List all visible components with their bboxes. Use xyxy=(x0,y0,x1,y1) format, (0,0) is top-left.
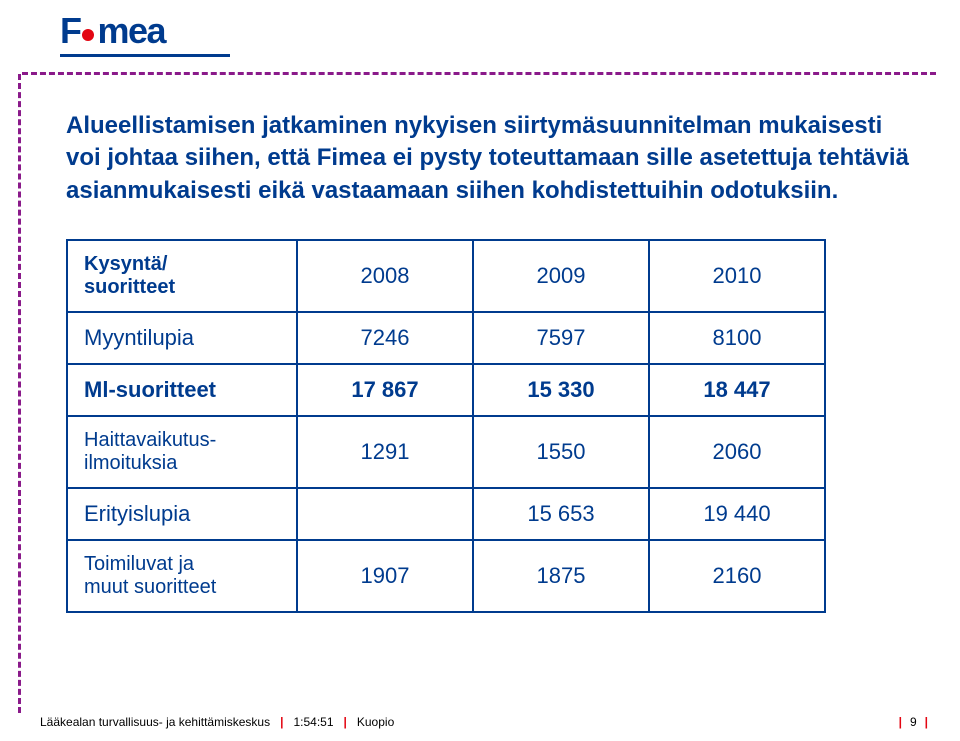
data-table: Kysyntä/ suoritteet 2008 2009 2010 Myynt… xyxy=(66,239,826,613)
top-dashed-rail xyxy=(22,72,936,75)
footer-time: 1:54:51 xyxy=(293,715,333,729)
table-head-col-1: 2009 xyxy=(473,240,649,312)
table-row: Haittavaikutus-ilmoituksia129115502060 xyxy=(67,416,825,488)
table-cell: 18 447 xyxy=(649,364,825,416)
table-cell: 7597 xyxy=(473,312,649,364)
footer-sep-icon: | xyxy=(340,715,351,729)
table-row-label-line1: Toimiluvat ja xyxy=(84,553,280,576)
table-head-col-0: 2008 xyxy=(297,240,473,312)
left-dashed-rail xyxy=(18,74,21,713)
table-cell xyxy=(297,488,473,540)
footer-place: Kuopio xyxy=(357,715,394,729)
table-cell: 2160 xyxy=(649,540,825,612)
footer-page-number: | 9 | xyxy=(895,715,932,729)
logo-underline xyxy=(60,54,230,57)
table-cell: 2060 xyxy=(649,416,825,488)
table-row: Myyntilupia724675978100 xyxy=(67,312,825,364)
footer-sep-icon: | xyxy=(895,715,906,729)
table-row-label-line2: muut suoritteet xyxy=(84,576,280,599)
table-cell: 1907 xyxy=(297,540,473,612)
table-row-label: Haittavaikutus-ilmoituksia xyxy=(67,416,297,488)
logo-letters-mea: mea xyxy=(98,10,166,52)
table-head-label-line1: Kysyntä/ xyxy=(84,253,280,276)
table-cell: 19 440 xyxy=(649,488,825,540)
table-head-label-line2: suoritteet xyxy=(84,276,280,299)
table-row-label-line1: Haittavaikutus- xyxy=(84,429,280,452)
table-head-label: Kysyntä/ suoritteet xyxy=(67,240,297,312)
table-header-row: Kysyntä/ suoritteet 2008 2009 2010 xyxy=(67,240,825,312)
table-row-label: Toimiluvat jamuut suoritteet xyxy=(67,540,297,612)
footer-sep-icon: | xyxy=(276,715,287,729)
table-cell: 1875 xyxy=(473,540,649,612)
table-head-col-2: 2010 xyxy=(649,240,825,312)
logo: F mea xyxy=(60,10,230,57)
table-row-label: Ml-suoritteet xyxy=(67,364,297,416)
logo-letter-f: F xyxy=(60,10,81,52)
footer-page: 9 xyxy=(910,715,917,729)
slide-page: F mea Alueellistamisen jatkaminen nykyis… xyxy=(0,0,960,741)
logo-dot-icon xyxy=(82,29,94,41)
table-cell: 1291 xyxy=(297,416,473,488)
table-row: Erityislupia 15 65319 440 xyxy=(67,488,825,540)
table-row-label: Myyntilupia xyxy=(67,312,297,364)
table-row-label-line2: ilmoituksia xyxy=(84,452,280,475)
table-row: Ml-suoritteet17 86715 33018 447 xyxy=(67,364,825,416)
table-cell: 8100 xyxy=(649,312,825,364)
table-cell: 15 653 xyxy=(473,488,649,540)
footer-org: Lääkealan turvallisuus- ja kehittämiskes… xyxy=(40,715,270,729)
table-row-label: Erityislupia xyxy=(67,488,297,540)
table-row: Toimiluvat jamuut suoritteet190718752160 xyxy=(67,540,825,612)
table-cell: 1550 xyxy=(473,416,649,488)
slide-heading: Alueellistamisen jatkaminen nykyisen sii… xyxy=(66,110,914,207)
footer: Lääkealan turvallisuus- ja kehittämiskes… xyxy=(40,715,932,729)
footer-sep-icon: | xyxy=(921,715,932,729)
table-cell: 17 867 xyxy=(297,364,473,416)
table-cell: 7246 xyxy=(297,312,473,364)
table-cell: 15 330 xyxy=(473,364,649,416)
content-area: Alueellistamisen jatkaminen nykyisen sii… xyxy=(66,110,914,613)
